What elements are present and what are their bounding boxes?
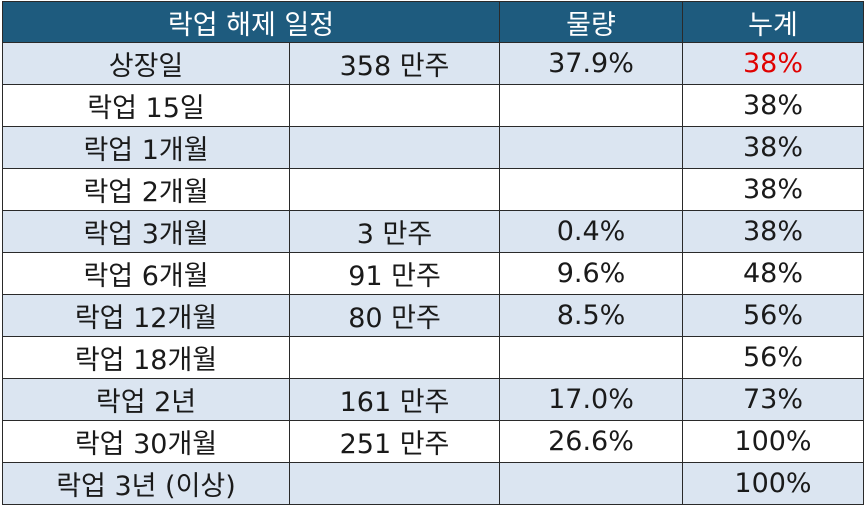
table-cell	[499, 168, 683, 211]
table-cell: 락업 3개월	[2, 210, 290, 253]
table-row: 락업 12개월 80 만주 8.5% 56%	[2, 294, 864, 337]
table-cell: 38%	[682, 42, 864, 85]
table-row: 락업 2개월 38%	[2, 168, 864, 211]
table-cell: 락업 18개월	[2, 336, 290, 379]
table-cell: 락업 15일	[2, 84, 290, 127]
table-cell: 100%	[682, 462, 864, 505]
table-cell: 38%	[682, 168, 864, 211]
table-cell: 161 만주	[289, 378, 500, 421]
table-cell	[499, 126, 683, 169]
table-cell: 상장일	[2, 42, 290, 85]
table-cell	[289, 126, 500, 169]
table-cell: 3 만주	[289, 210, 500, 253]
table-body: 상장일 358 만주 37.9% 38% 락업 15일 38% 락업 1개월 38% 락업 2개…	[2, 42, 864, 505]
table-cell: 38%	[682, 126, 864, 169]
table-row: 상장일 358 만주 37.9% 38%	[2, 42, 864, 85]
table-cell: 56%	[682, 336, 864, 379]
table-cell: 락업 2년	[2, 378, 290, 421]
table-cell: 38%	[682, 84, 864, 127]
table-row: 락업 2년 161 만주 17.0% 73%	[2, 378, 864, 421]
table-cell	[499, 84, 683, 127]
table-cell: 락업 3년 (이상)	[2, 462, 290, 505]
table-row: 락업 3개월 3 만주 0.4% 38%	[2, 210, 864, 253]
table-cell: 38%	[682, 210, 864, 253]
table-cell: 37.9%	[499, 42, 683, 85]
table-cell	[289, 336, 500, 379]
table-cell: 락업 1개월	[2, 126, 290, 169]
table-cell: 80 만주	[289, 294, 500, 337]
table-row: 락업 15일 38%	[2, 84, 864, 127]
table-cell	[289, 462, 500, 505]
table-cell	[499, 462, 683, 505]
table-cell: 락업 2개월	[2, 168, 290, 211]
table-cell: 9.6%	[499, 252, 683, 295]
table-cell: 0.4%	[499, 210, 683, 253]
header-cell: 누계	[682, 1, 864, 43]
table-cell	[499, 336, 683, 379]
header-cell: 락업 해제 일정	[2, 1, 500, 43]
table-cell: 26.6%	[499, 420, 683, 463]
table-cell: 358 만주	[289, 42, 500, 85]
table-cell: 100%	[682, 420, 864, 463]
table-cell: 73%	[682, 378, 864, 421]
table-cell: 락업 12개월	[2, 294, 290, 337]
table-cell: 56%	[682, 294, 864, 337]
lockup-table: 락업 해제 일정 물량 누계 상장일 358 만주 37.9% 38% 락업 15일 38…	[2, 1, 864, 505]
table-cell: 8.5%	[499, 294, 683, 337]
table-cell: 락업 6개월	[2, 252, 290, 295]
header-row: 락업 해제 일정 물량 누계	[2, 1, 864, 43]
table-cell: 48%	[682, 252, 864, 295]
header-cell: 물량	[499, 1, 683, 43]
table-cell	[289, 84, 500, 127]
table-row: 락업 30개월 251 만주 26.6% 100%	[2, 420, 864, 463]
table-cell: 17.0%	[499, 378, 683, 421]
table-cell	[289, 168, 500, 211]
table-row: 락업 18개월 56%	[2, 336, 864, 379]
table-row: 락업 1개월 38%	[2, 126, 864, 169]
table-row: 락업 6개월 91 만주 9.6% 48%	[2, 252, 864, 295]
table-row: 락업 3년 (이상) 100%	[2, 462, 864, 505]
table-cell: 91 만주	[289, 252, 500, 295]
table-cell: 251 만주	[289, 420, 500, 463]
table-cell: 락업 30개월	[2, 420, 290, 463]
